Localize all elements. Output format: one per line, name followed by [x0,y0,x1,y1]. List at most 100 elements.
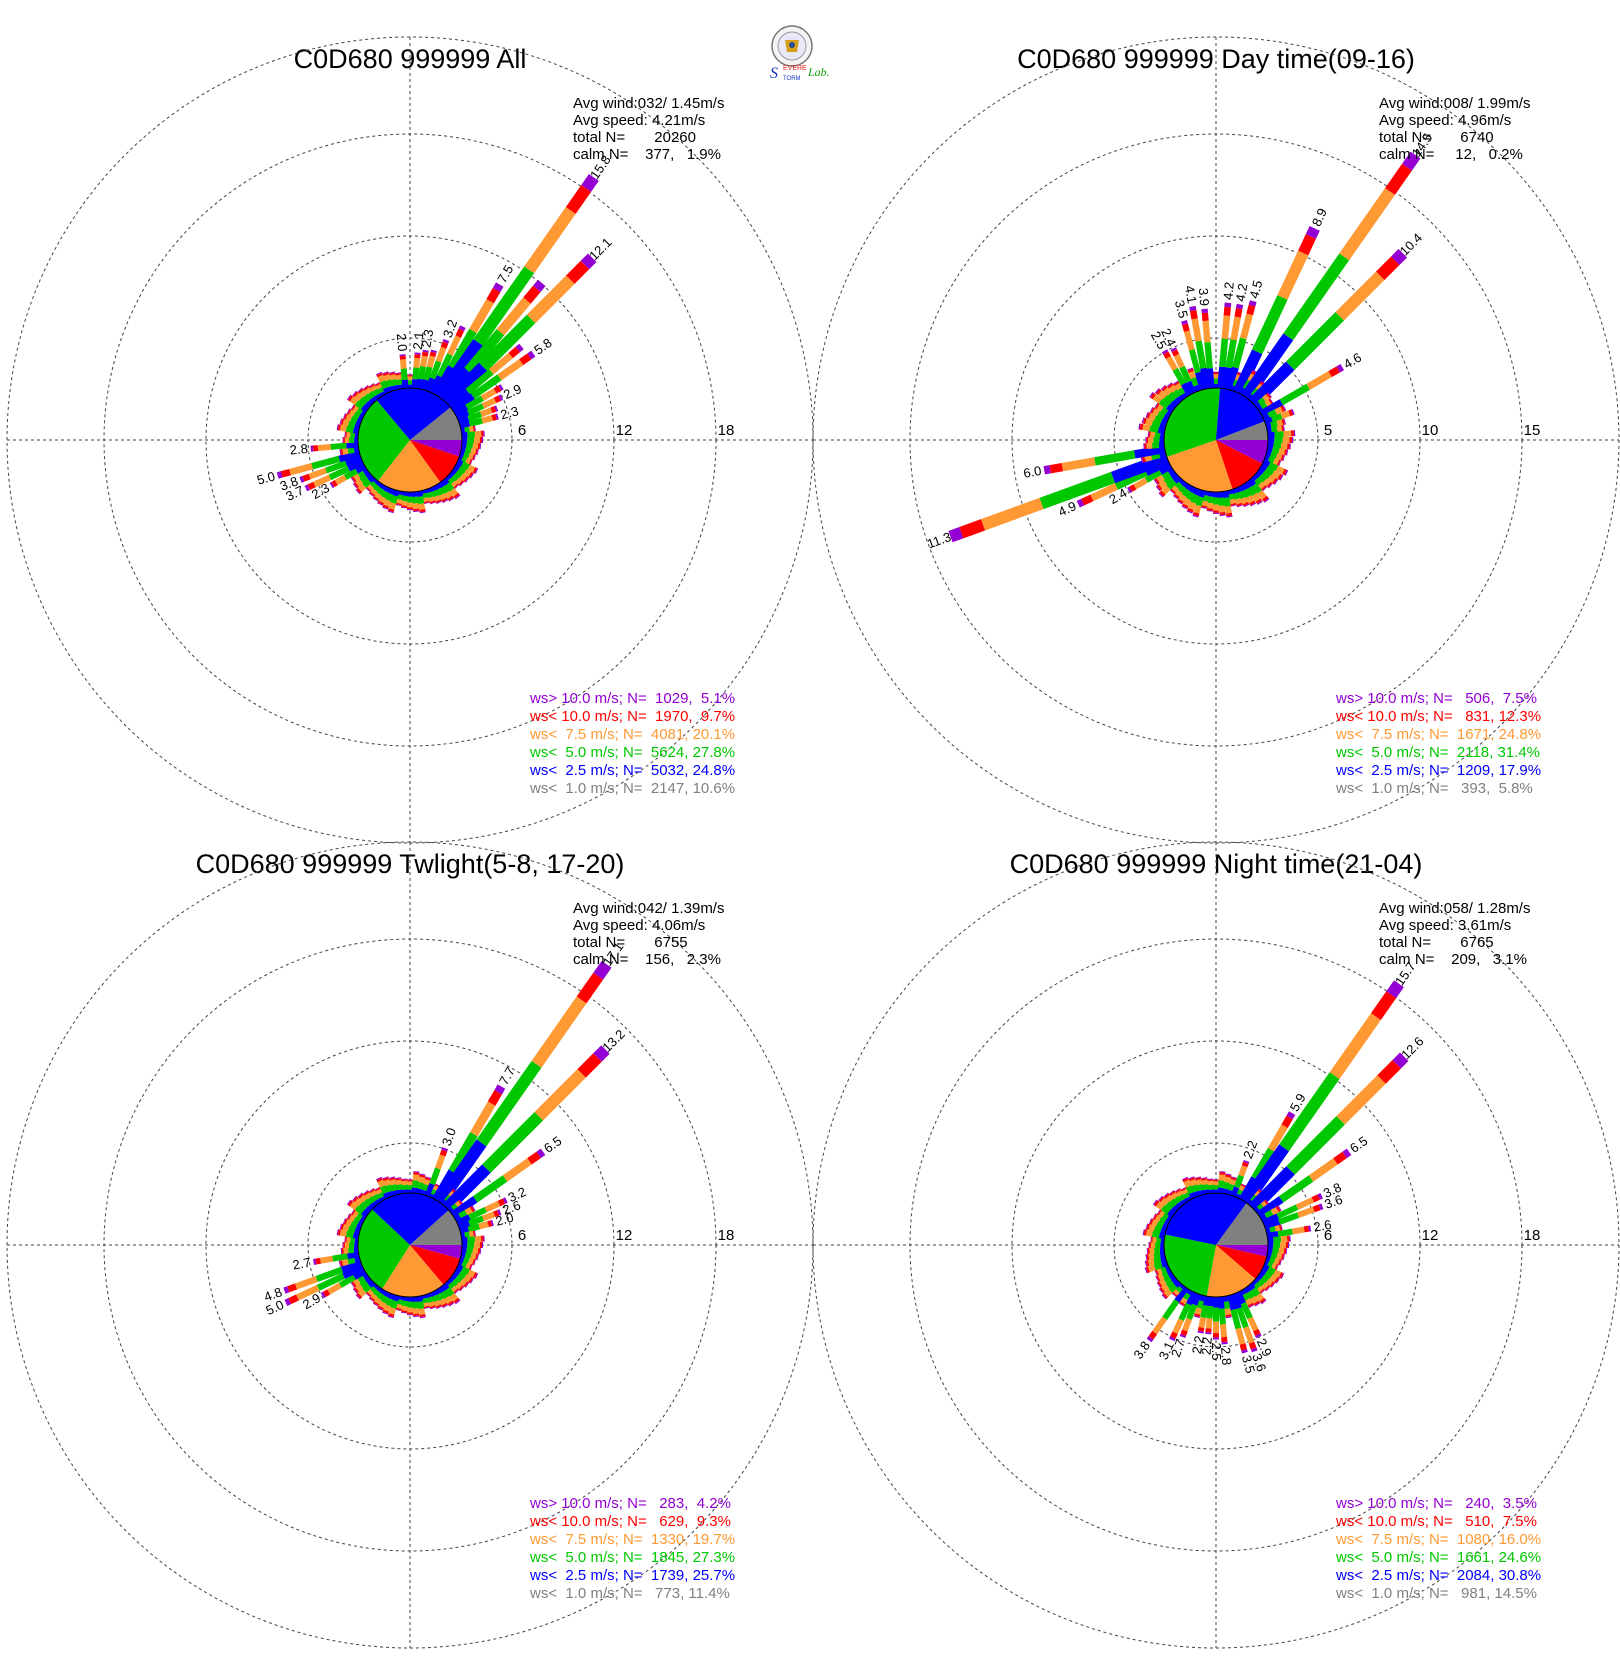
direction-petal [1232,225,1320,396]
petal-segment [1247,1316,1259,1332]
petal-segment [459,1226,470,1235]
legend-line: ws< 10.0 m/s; N= 831, 12.3% [1335,708,1541,725]
pie-wedge [1216,1203,1268,1245]
petal-segment [1274,431,1284,438]
petal-segment [1207,1296,1215,1307]
petal-segment [497,1198,506,1207]
petal-segment [1218,1308,1226,1325]
petal-segment [367,1195,377,1204]
direction-petal [350,404,367,417]
direction-petal [1179,1292,1202,1339]
petal-segment [1148,413,1157,421]
petal-segment [1239,1288,1247,1296]
petal-segment [453,492,460,499]
direction-petal [433,483,449,504]
petal-segment [1260,1274,1269,1284]
petal-segment [357,1192,363,1198]
petal-segment [385,492,394,502]
petal-segment [1342,1148,1352,1159]
direction-petal [1155,471,1179,492]
petal-segment [1167,391,1178,402]
petal-label: 2.9 [1254,1336,1275,1359]
direction-petal [1259,364,1345,418]
petal-segment [392,384,400,391]
petal-segment [435,346,447,363]
petal-segment [370,384,378,392]
petal-segment [1189,305,1197,312]
direction-petal [420,489,430,505]
petal-segment [1280,410,1291,419]
petal-segment [1291,408,1295,416]
direction-petal [1150,1236,1165,1244]
petal-segment [1221,315,1231,339]
petal-segment [1160,1227,1167,1235]
petal-segment [1165,1268,1173,1276]
pie-wedge [1216,1245,1268,1257]
petal-segment [1244,1298,1253,1306]
direction-petal [1171,1282,1185,1298]
petal-segment [1179,365,1192,384]
petal-segment [1276,1204,1299,1219]
petal-segment [339,1260,344,1267]
petal-segment [1241,1161,1249,1168]
petal-segment [352,1268,367,1280]
petal-segment [369,1188,376,1194]
petal-segment [378,495,387,504]
petal-label: 2.9 [501,381,524,402]
petal-segment [412,1180,419,1188]
direction-petal [1170,347,1197,395]
petal-segment [1196,1183,1205,1192]
petal-segment [1261,459,1271,468]
petal-segment [342,448,349,455]
petal-segment [364,1205,373,1214]
petal-segment [1236,1188,1245,1196]
petal-segment [288,1294,299,1305]
petal-segment [453,1268,461,1277]
petal-segment [455,328,465,338]
petal-segment [371,1199,379,1208]
petal-segment [1234,1174,1245,1189]
direction-petal [1240,980,1404,1206]
direction-petal [1146,1285,1189,1343]
petal-segment [339,424,347,432]
petal-segment [1149,1218,1154,1225]
petal-segment [342,1263,365,1279]
petal-segment [468,417,483,427]
petal-segment [1157,1281,1163,1288]
petal-segment [450,1272,459,1280]
petal-segment [352,405,360,413]
petal-segment [369,383,376,389]
petal-segment [420,489,428,495]
petal-segment [397,384,404,390]
petal-segment [1169,1189,1175,1195]
petal-segment [1166,479,1177,490]
petal-segment [450,393,475,414]
petal-segment [390,1299,398,1309]
petal-segment [363,385,370,391]
petal-segment [440,341,449,349]
direction-petal [459,1219,494,1235]
petal-segment [353,1255,361,1263]
petal-segment [458,1210,468,1219]
petal-segment [1157,426,1166,434]
petal-segment [1153,1251,1161,1259]
petal-segment [1283,253,1350,341]
direction-petal [460,1230,477,1239]
petal-segment [463,469,472,478]
petal-segment [349,396,359,406]
petal-segment [1278,1272,1284,1279]
petal-segment [1201,500,1209,507]
direction-petal [1267,1235,1291,1244]
direction-petal [1153,467,1176,485]
direction-petal [1248,1052,1409,1213]
petal-segment [1166,382,1173,387]
petal-segment [1268,483,1273,489]
petal-segment [382,386,391,395]
petal-segment [428,1301,436,1308]
petal-label: 3.0 [439,1126,459,1148]
direction-petal [1154,402,1173,417]
direction-petal [1149,391,1176,413]
petal-segment [1193,487,1202,496]
petal-segment [1266,446,1273,453]
petal-segment [448,1132,478,1174]
